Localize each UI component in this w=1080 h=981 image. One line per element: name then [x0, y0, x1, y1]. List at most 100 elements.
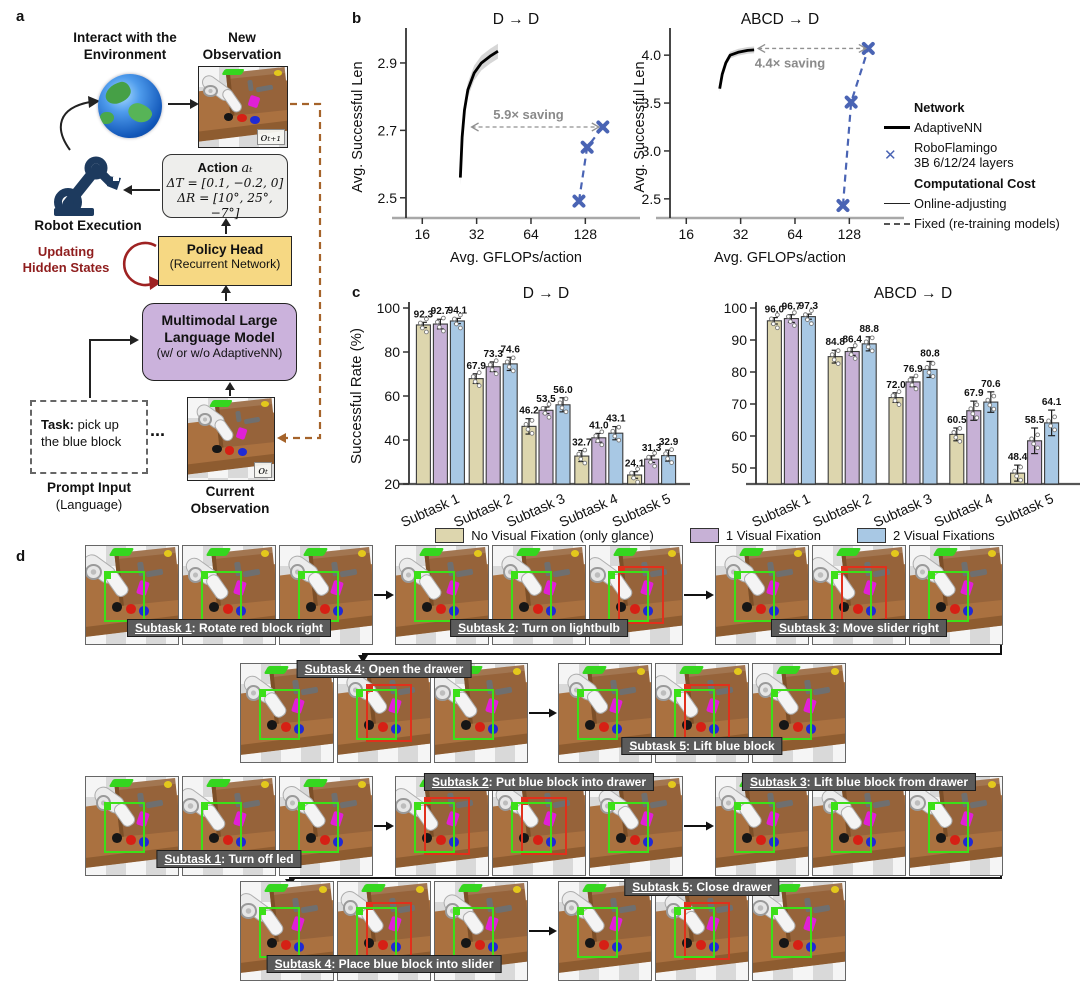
policy-head-box: Policy Head (Recurrent Network) [158, 236, 292, 286]
subtask-label: Subtask 5: Close drawer [624, 878, 780, 896]
dotr-shape [598, 721, 609, 732]
ydot-shape [571, 549, 580, 557]
legend-label: No Visual Fixation (only glance) [471, 528, 654, 543]
legend-item-online: Online-adjusting [884, 196, 1080, 211]
ydot-shape [261, 780, 270, 788]
prompt-input-label: Prompt Input (Language) [47, 480, 131, 512]
dotr-shape [377, 721, 388, 732]
svg-text:92.7: 92.7 [431, 306, 451, 317]
fixation-box-green [356, 689, 398, 740]
fixation-box-green [674, 907, 716, 958]
svg-text:64: 64 [787, 226, 803, 242]
earth-globe-icon [98, 74, 162, 138]
fixation-box-green [414, 802, 456, 853]
svg-text:43.1: 43.1 [606, 414, 626, 425]
svg-text:32.7: 32.7 [572, 438, 592, 449]
svg-text:96.0: 96.0 [765, 305, 785, 316]
svg-text:70: 70 [731, 396, 747, 412]
robot-scene [559, 664, 651, 762]
robot-arm [656, 666, 748, 762]
ellipsis: ... [150, 420, 166, 440]
fixation-box-green [201, 802, 243, 853]
subtask-label: Subtask 1: Turn off led [156, 850, 302, 868]
legend-swatch [435, 528, 465, 543]
ydot-shape [794, 549, 803, 557]
subtask-label: Subtask 5: Lift blue block [621, 737, 783, 755]
dotk-shape [584, 719, 595, 730]
dotk-shape [838, 832, 849, 843]
svg-text:32: 32 [733, 226, 749, 242]
dotr-shape [629, 603, 640, 614]
dotr-shape [222, 834, 233, 845]
trajectory-image [715, 776, 809, 876]
line-chart-abcd-to-d: 2.5 3.0 3.5 4.0 16 32 64 128 ABCD → D Avg. GFLOPs… [632, 11, 904, 266]
robot-arm [183, 779, 275, 875]
dotr-shape [949, 603, 960, 614]
robot-arm [86, 546, 178, 644]
robot-scene [435, 664, 527, 762]
trajectory-image [812, 776, 906, 876]
svg-text:2.5: 2.5 [378, 190, 398, 206]
svg-text:16: 16 [678, 226, 694, 242]
legend-label: 2 Visual Fixations [893, 528, 995, 543]
robot-arm [813, 548, 905, 644]
dotr-shape [792, 939, 803, 950]
svg-text:80: 80 [731, 364, 747, 380]
dotr-shape [852, 834, 863, 845]
trajectory-image [909, 776, 1003, 876]
fixation-box-green [771, 689, 813, 740]
svg-text:20: 20 [384, 476, 400, 492]
svg-text:48.4: 48.4 [1008, 452, 1028, 463]
svg-text:50: 50 [731, 460, 747, 476]
fixation-box-green [453, 907, 495, 958]
trajectory-image [655, 881, 749, 981]
interact-environment-label: Interact with the Environment [73, 30, 177, 62]
dotr-shape [377, 939, 388, 950]
legend-network-header: Network [914, 100, 965, 115]
obs-next-tag: oₜ₊₁ [256, 129, 285, 145]
fixation-box-red [520, 796, 567, 856]
fixation-box-green [608, 802, 650, 853]
dotk-shape [518, 601, 529, 612]
legend-item-fixed: Fixed (re-training models) [884, 216, 1080, 231]
dotr-shape [125, 603, 136, 614]
ydot-shape [831, 667, 840, 675]
ydot-shape [358, 549, 367, 557]
svg-text:41.0: 41.0 [589, 420, 609, 431]
dotb-shape [237, 448, 248, 457]
trajectory-image [558, 881, 652, 981]
svg-text:58.5: 58.5 [1025, 415, 1045, 426]
robot-scene [396, 777, 488, 875]
subtask-group: Subtask 3: Move slider right [715, 545, 1003, 645]
panel-d-trajectories: d Subtask 1: Rotate red block right Subta… [0, 540, 1080, 981]
robot-scene [590, 777, 682, 875]
fixation-box-green [298, 802, 340, 853]
svg-text:D → D: D → D [493, 11, 540, 28]
dotr-shape [852, 603, 863, 614]
svg-text:64: 64 [523, 226, 539, 242]
robot-arm [241, 884, 333, 980]
panel-label-d: d [16, 548, 26, 565]
svg-text:90: 90 [731, 332, 747, 348]
subtask-group: Subtask 4: Place blue block into slider [240, 881, 528, 981]
ydot-shape [988, 549, 997, 557]
fixation-box-green [453, 689, 495, 740]
robot-scene [338, 664, 430, 762]
legend-item-adaptivenn: AdaptiveNN [884, 120, 1080, 135]
dotk-shape [363, 719, 374, 730]
ydot-shape [891, 549, 900, 557]
svg-text:56.0: 56.0 [553, 385, 573, 396]
dotk-shape [212, 444, 222, 453]
dotk-shape [460, 719, 471, 730]
svg-text:92.3: 92.3 [414, 309, 434, 320]
robot-arm [753, 882, 845, 980]
robot-arm [193, 398, 274, 480]
legend-label: 1 Visual Fixation [725, 528, 822, 543]
dotr-shape [532, 834, 543, 845]
svg-text:86.4: 86.4 [842, 335, 862, 346]
svg-text:97.3: 97.3 [799, 301, 819, 312]
svg-text:80: 80 [384, 344, 400, 360]
robot-scene [241, 664, 333, 762]
dotk-shape [681, 719, 692, 730]
dotr-shape [435, 603, 446, 614]
